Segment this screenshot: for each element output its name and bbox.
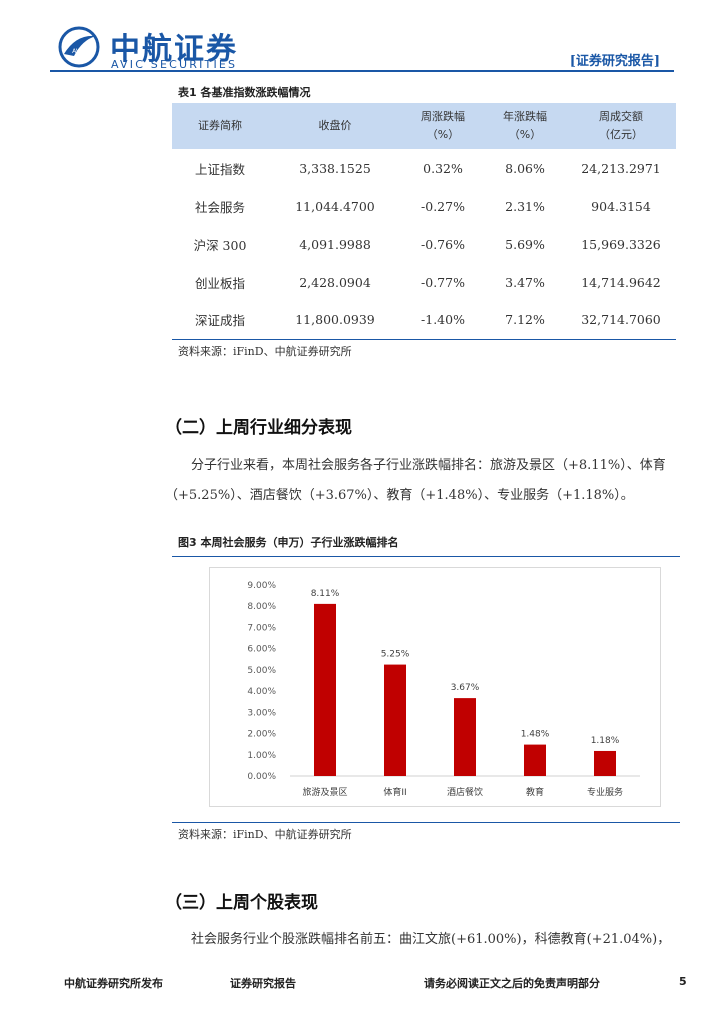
bar [524,744,546,776]
table-cell: 0.32% [423,160,463,176]
figure-bottom-rule [172,822,680,823]
y-tick-label: 5.00% [247,666,276,676]
data-label: 8.11% [311,589,340,599]
table-cell: 2.31% [505,198,545,214]
table-cell: -1.40% [402,301,484,340]
bar [314,603,336,776]
table-cell: 904.3154 [591,198,651,214]
table-row: 深证成指 11,800.0939 -1.40% 7.12% 32,714.706… [172,301,676,340]
x-tick-label: 专业服务 [587,786,623,798]
table-cell: 3,338.1525 [299,160,371,176]
section-paragraph: 分子行业来看，本周社会服务各子行业涨跌幅排名：旅游及景区（+8.11%）、体育（… [165,458,666,503]
section-paragraph: 社会服务行业个股涨跌幅排名前五：曲江文旅(+61.00%)，科德教育(+21.0… [191,932,671,947]
table-cell: 创业板指 [194,275,245,291]
company-logo: AVIC 中航证券 AVIC SECURITIES [58,24,258,74]
table-cell: 15,969.3326 [581,236,661,252]
y-tick-label: 3.00% [247,708,276,718]
table-cell: 11,800.0939 [268,301,402,340]
table-cell: 8.06% [505,160,545,176]
y-tick-label: 4.00% [247,687,276,697]
y-tick-label: 7.00% [247,623,276,633]
table-cell: 3.47% [505,274,545,290]
table-cell: 2,428.0904 [299,274,371,290]
bar-chart: 0.00% 1.00% 2.00% 3.00% 4.00% 5.00% 6.00% 7.00%… [209,567,661,807]
table-cell: 32,714.7060 [566,301,676,340]
table-cell: -0.77% [421,274,465,290]
logo-chinese-name: 中航证券 [110,32,238,67]
data-label: 1.48% [521,730,550,740]
table-header-cell: 收盘价 [268,103,402,149]
table-header-cell: 证券简称 [172,103,268,149]
x-tick-label: 酒店餐饮 [447,786,483,798]
footer-publisher: 中航证券研究所发布 [64,977,163,990]
data-label: 3.67% [451,683,480,693]
table-row: 创业板指 2,428.0904 -0.77% 3.47% 14,714.9642 [172,263,676,301]
y-tick-label: 8.00% [247,602,276,612]
index-performance-table: 证券简称 收盘价 周涨跌幅 （%） 年涨跌幅 （%） 周成交额 （亿元） 上证指数 3… [172,103,676,340]
table-cell: -0.27% [421,198,465,214]
y-tick-label: 1.00% [247,751,276,761]
bar-chart-svg: 0.00% 1.00% 2.00% 3.00% 4.00% 5.00% 6.00% 7.00%… [247,581,640,798]
figure-title: 图3 本周社会服务（申万）子行业涨跌幅排名 [178,536,399,549]
x-tick-label: 教育 [526,786,544,798]
bar [384,664,406,776]
footer-report-type: 证券研究报告 [230,977,296,990]
data-label: 5.25% [381,650,410,660]
table-cell: 24,213.2971 [581,160,661,176]
table-header-row: 证券简称 收盘价 周涨跌幅 （%） 年涨跌幅 （%） 周成交额 （亿元） [172,103,676,149]
table-cell: 7.12% [484,301,566,340]
table-cell: 深证成指 [172,301,268,340]
bar [594,750,616,776]
data-label: 1.18% [591,736,620,746]
table-row: 沪深 300 4,091.9988 -0.76% 5.69% 15,969.33… [172,225,676,263]
table-cell: 上证指数 [194,161,245,177]
table-cell: -0.76% [421,236,465,252]
page-number: 5 [679,975,687,988]
table-row: 上证指数 3,338.1525 0.32% 8.06% 24,213.2971 [172,149,676,187]
x-tick-label: 体育II [383,786,406,798]
report-type-tag: [证券研究报告] [569,54,660,69]
y-tick-label: 0.00% [247,772,276,782]
y-tick-label: 6.00% [247,645,276,655]
table-row: 社会服务 11,044.4700 -0.27% 2.31% 904.3154 [172,187,676,225]
section-title: （三）上周个股表现 [165,893,318,913]
table-header-cell: 周涨跌幅 （%） [402,103,484,149]
figure-source-note: 资料来源：iFinD、中航证券研究所 [178,828,352,841]
table-header-cell: 年涨跌幅 （%） [484,103,566,149]
header-divider [50,70,674,72]
logo-badge-text: AVIC [72,48,86,55]
table-source-note: 资料来源：iFinD、中航证券研究所 [178,345,352,358]
table-cell: 沪深 300 [193,237,247,253]
table-cell: 社会服务 [194,199,245,215]
logo-english-name: AVIC SECURITIES [111,58,238,71]
x-tick-label: 旅游及景区 [302,786,347,798]
table-cell: 11,044.4700 [295,198,375,214]
table-cell: 4,091.9988 [299,236,371,252]
table-cell: 5.69% [505,236,545,252]
section-title: （二）上周行业细分表现 [165,418,352,438]
footer-disclaimer: 请务必阅读正文之后的免责声明部分 [424,977,600,990]
y-tick-label: 2.00% [247,730,276,740]
table-title: 表1 各基准指数涨跌幅情况 [178,86,311,99]
bar [454,698,476,776]
figure-top-rule [172,556,680,557]
table-header-cell: 周成交额 （亿元） [566,103,676,149]
avic-logo-icon: AVIC [58,26,100,68]
table-cell: 14,714.9642 [581,274,661,290]
y-tick-label: 9.00% [247,581,276,591]
